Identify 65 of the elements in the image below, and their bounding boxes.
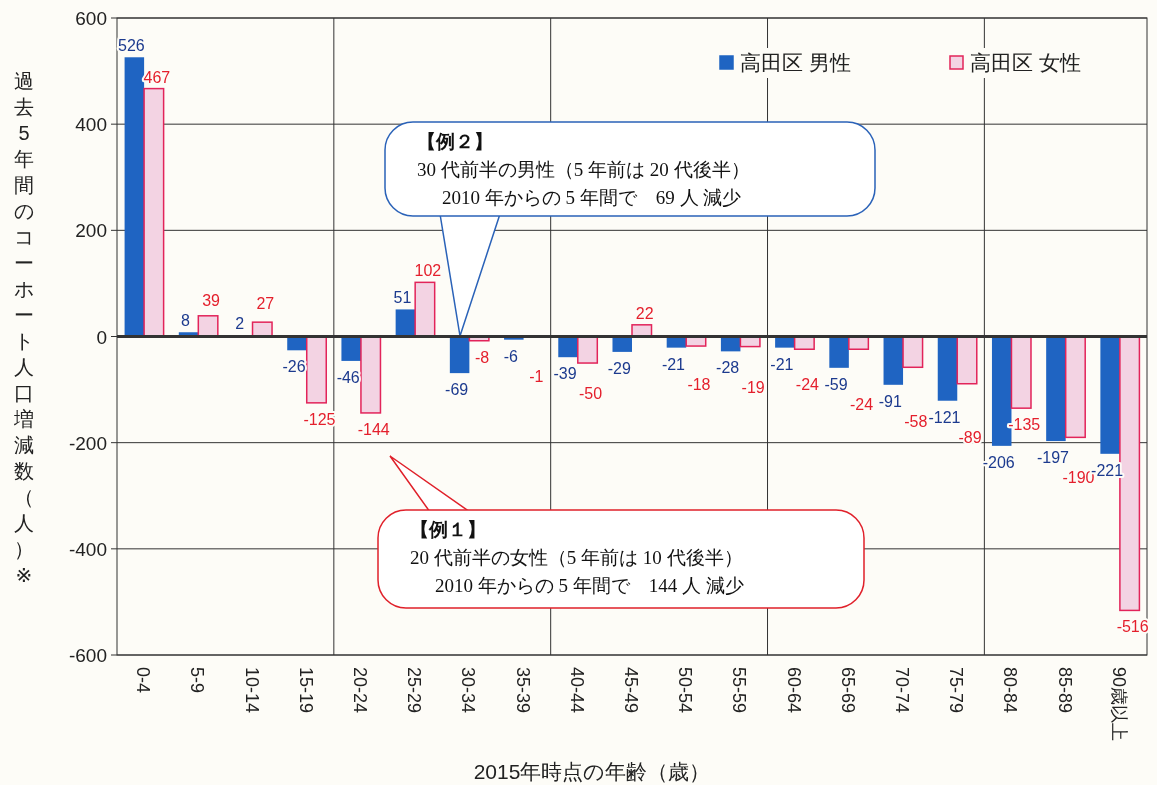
x-tick-label: 75-79 <box>946 667 967 714</box>
data-label: -24 <box>795 375 820 393</box>
x-tick-label: 85-89 <box>1054 667 1075 714</box>
data-label: -1 <box>529 367 544 385</box>
y-tick-label: 600 <box>75 8 107 29</box>
x-tick-label: 45-49 <box>621 667 641 714</box>
x-tick-label: 90歳以上 <box>1108 667 1129 742</box>
y-tick-label: 0 <box>96 326 107 348</box>
data-label: 51 <box>393 289 412 307</box>
data-label: -46 <box>336 368 360 386</box>
data-label: -89 <box>958 428 982 446</box>
x-tick-label: 60-64 <box>783 667 804 714</box>
x-tick-label: 10-14 <box>241 667 262 714</box>
data-label: -26 <box>282 358 306 376</box>
data-label: -29 <box>607 359 631 377</box>
data-label: 526 <box>118 37 145 55</box>
annotation: 【例２】 30 代前半の男性（5 年前は 20 代後半） 2010 年からの 5 年間で 69 人 減少 <box>417 131 750 208</box>
data-label: -91 <box>878 392 902 410</box>
data-label: 39 <box>202 292 221 310</box>
data-label: -516 <box>1116 618 1149 636</box>
x-tick-label: 50-54 <box>675 667 696 714</box>
data-label: -28 <box>716 359 740 377</box>
data-label: -144 <box>357 420 390 438</box>
data-label: -59 <box>824 375 848 393</box>
y-tick-label: 400 <box>75 114 107 136</box>
data-label: -18 <box>687 375 711 393</box>
data-label: 102 <box>414 262 442 280</box>
data-label: -121 <box>928 408 961 426</box>
y-tick-label: -200 <box>68 432 107 454</box>
y-tick-label: -600 <box>68 645 107 666</box>
data-label: -197 <box>1036 449 1070 467</box>
legend-label: 高田区 女性 <box>970 51 1081 74</box>
y-tick-label: 200 <box>75 220 107 242</box>
data-label: 467 <box>143 68 171 86</box>
data-label: 22 <box>635 304 654 322</box>
x-tick-label: 35-39 <box>512 667 533 714</box>
data-label: 2 <box>235 315 245 333</box>
data-label: 8 <box>181 312 191 330</box>
data-label: -39 <box>553 365 577 383</box>
x-tick-label: 55-59 <box>729 667 750 714</box>
x-tick-label: 5-9 <box>187 667 208 694</box>
annotation: 【例１】 20 代前半の女性（5 年前は 10 代後半） 2010 年からの 5 年間で 144 人 減少 <box>410 519 744 596</box>
x-tick-label: 70-74 <box>892 667 913 714</box>
x-tick-label: 15-19 <box>295 667 316 714</box>
x-axis-title: 2015年時点の年齢（歳） <box>473 760 711 783</box>
y-axis-title: 過去5年間のコーホート人口増減数（人）※ <box>14 70 34 586</box>
data-label: -6 <box>503 347 519 365</box>
x-tick-label: 80-84 <box>1000 667 1021 714</box>
x-tick-label: 65-69 <box>837 667 858 714</box>
y-tick-label: -400 <box>68 538 107 560</box>
x-tick-label: 0-4 <box>133 667 154 694</box>
data-label: -58 <box>904 412 928 430</box>
legend-label: 高田区 男性 <box>740 51 851 74</box>
data-label: -50 <box>578 385 603 403</box>
data-label: -21 <box>661 355 686 373</box>
data-label: 27 <box>256 295 275 313</box>
data-label: -19 <box>741 379 765 397</box>
x-tick-label: 25-29 <box>404 667 425 714</box>
x-tick-label: 20-24 <box>349 667 370 714</box>
data-label: -24 <box>850 395 874 413</box>
x-tick-label: 30-34 <box>458 667 479 714</box>
data-label: -8 <box>475 348 490 366</box>
data-label: -69 <box>445 381 469 399</box>
data-label: -21 <box>770 355 794 373</box>
x-tick-label: 40-44 <box>566 667 587 714</box>
